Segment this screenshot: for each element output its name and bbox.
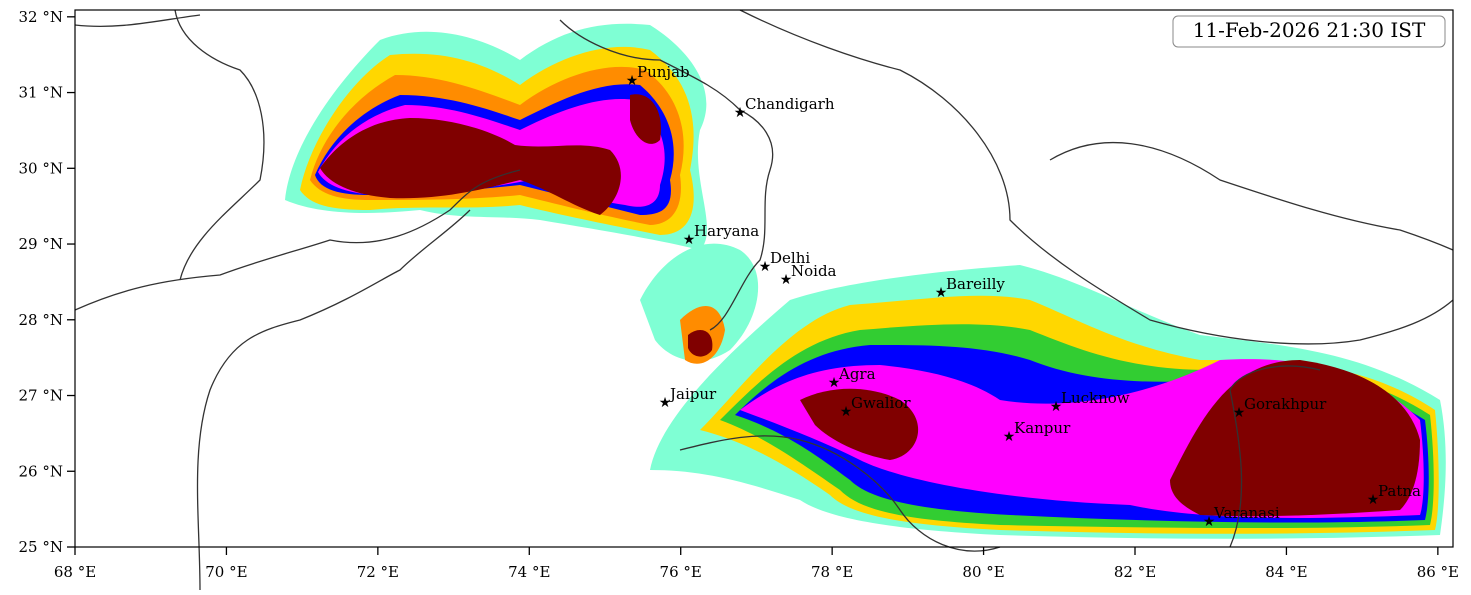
cities: ★Punjab★Chandigarh★Haryana★Delhi★Noida★B… xyxy=(626,63,1421,530)
x-tick-label: 68 °E xyxy=(54,563,96,581)
city-marker: ★ xyxy=(759,259,772,275)
city-label: Patna xyxy=(1378,482,1421,500)
y-tick-label: 29 °N xyxy=(19,235,63,253)
city-label: Punjab xyxy=(637,63,690,81)
city-marker: ★ xyxy=(1203,514,1216,530)
x-tick-label: 84 °E xyxy=(1265,563,1307,581)
city-marker: ★ xyxy=(626,73,639,89)
city-label: Varanasi xyxy=(1213,504,1280,522)
city-marker: ★ xyxy=(935,285,948,301)
city-label: Noida xyxy=(791,262,837,280)
x-tick-label: 70 °E xyxy=(205,563,247,581)
city-label: Gorakhpur xyxy=(1244,395,1327,413)
map-frame xyxy=(74,9,1454,548)
city-label: Kanpur xyxy=(1014,419,1071,437)
city-label: Jaipur xyxy=(668,385,717,403)
city-marker: ★ xyxy=(780,272,793,288)
city-marker: ★ xyxy=(1233,405,1246,421)
city-marker: ★ xyxy=(734,105,747,121)
city-marker: ★ xyxy=(840,404,853,420)
city-marker: ★ xyxy=(683,232,696,248)
y-tick-label: 32 °N xyxy=(19,8,63,26)
x-tick-label: 76 °E xyxy=(660,563,702,581)
x-tick-label: 80 °E xyxy=(962,563,1004,581)
y-tick-label: 27 °N xyxy=(19,387,63,405)
city-label: Bareilly xyxy=(946,275,1005,293)
boundaries xyxy=(74,9,1454,591)
city-marker: ★ xyxy=(828,375,841,391)
x-tick-label: 74 °E xyxy=(508,563,550,581)
timestamp: 11-Feb-2026 21:30 IST xyxy=(1193,18,1426,42)
city-label: Haryana xyxy=(694,222,759,240)
axes: 68 °E 70 °E 72 °E 74 °E 76 °E 78 °E 80 °E 82 °E… xyxy=(19,8,1459,581)
city-label: Lucknow xyxy=(1061,389,1130,407)
x-tick-label: 78 °E xyxy=(811,563,853,581)
x-tick-label: 86 °E xyxy=(1417,563,1459,581)
y-tick-label: 28 °N xyxy=(19,311,63,329)
precipitation xyxy=(285,23,1446,539)
y-tick-label: 26 °N xyxy=(19,462,63,480)
city-label: Delhi xyxy=(770,249,810,267)
city-label: Agra xyxy=(838,365,876,383)
y-tick-label: 31 °N xyxy=(19,84,63,102)
city-marker: ★ xyxy=(1367,492,1380,508)
x-tick-label: 72 °E xyxy=(357,563,399,581)
city-marker: ★ xyxy=(659,395,672,411)
x-tick-label: 82 °E xyxy=(1114,563,1156,581)
y-tick-label: 30 °N xyxy=(19,159,63,177)
city-label: Chandigarh xyxy=(745,95,835,113)
timestamp-box xyxy=(1172,15,1446,48)
city-marker: ★ xyxy=(1050,399,1063,415)
city-marker: ★ xyxy=(1003,429,1016,445)
y-tick-label: 25 °N xyxy=(19,538,63,556)
city-label: Gwalior xyxy=(851,394,911,412)
